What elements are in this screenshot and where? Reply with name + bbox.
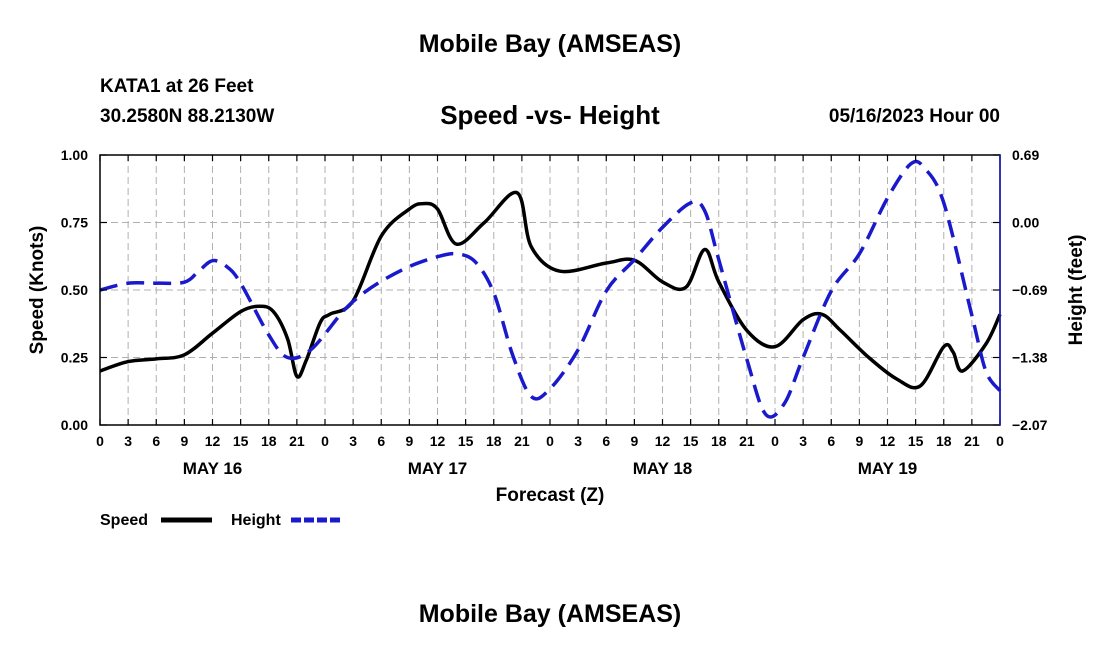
x-tick-label: 0 bbox=[996, 433, 1004, 449]
x-tick-label: 6 bbox=[602, 433, 610, 449]
x-tick-label: 9 bbox=[180, 433, 188, 449]
x-tick-label: 0 bbox=[546, 433, 554, 449]
x-tick-label: 18 bbox=[261, 433, 277, 449]
x-tick-label: 15 bbox=[908, 433, 924, 449]
y-axis-title: Speed (Knots) bbox=[27, 226, 48, 355]
x-tick-label: 15 bbox=[683, 433, 699, 449]
x-tick-label: 12 bbox=[205, 433, 221, 449]
forecast-datetime: 05/16/2023 Hour 00 bbox=[828, 106, 1000, 127]
x-tick-label: 18 bbox=[711, 433, 727, 449]
x-tick-label: 6 bbox=[152, 433, 160, 449]
chart-subtitle: Speed -vs- Height bbox=[440, 100, 660, 130]
y2-tick-label: −0.69 bbox=[1012, 282, 1048, 298]
x-tick-label: 6 bbox=[827, 433, 835, 449]
x-tick-label: 18 bbox=[486, 433, 502, 449]
chart-title: Mobile Bay (AMSEAS) bbox=[418, 30, 682, 58]
y2-tick-label: 0.00 bbox=[1012, 215, 1039, 231]
x-axis-title: Forecast (Z) bbox=[496, 485, 605, 506]
y2-tick-label: −1.38 bbox=[1012, 350, 1048, 366]
y-tick-label: 0.50 bbox=[61, 282, 88, 298]
legend-label-speed: Speed bbox=[100, 512, 148, 529]
x-tick-label: 12 bbox=[430, 433, 446, 449]
legend-label-height: Height bbox=[231, 512, 281, 529]
y-tick-label: 0.00 bbox=[61, 417, 88, 433]
legend: Speed Height bbox=[100, 512, 343, 529]
x-tick-label: 15 bbox=[233, 433, 249, 449]
day-label: MAY 16 bbox=[183, 459, 243, 478]
y-tick-label: 0.75 bbox=[61, 215, 88, 231]
series-layer bbox=[99, 159, 1002, 419]
x-tick-label: 15 bbox=[458, 433, 474, 449]
grid bbox=[100, 155, 1000, 425]
labels: 0 3 6 9 12 15 18 21 0 3 6 9 12 15 18 21 0 3 6 9 12 15 18 21 0 3 6 9… bbox=[27, 147, 1087, 506]
x-tick-label: 3 bbox=[124, 433, 132, 449]
day-label: MAY 19 bbox=[858, 459, 918, 478]
x-tick-label: 12 bbox=[880, 433, 896, 449]
x-tick-label: 18 bbox=[936, 433, 952, 449]
x-tick-label: 12 bbox=[655, 433, 671, 449]
x-tick-label: 9 bbox=[855, 433, 863, 449]
axes bbox=[99, 154, 1001, 426]
y2-axis-title: Height (feet) bbox=[1066, 235, 1087, 346]
station-coordinates: 30.2580N 88.2130W bbox=[100, 106, 275, 127]
x-tick-label: 21 bbox=[964, 433, 980, 449]
x-tick-label: 3 bbox=[574, 433, 582, 449]
x-tick-label: 0 bbox=[321, 433, 329, 449]
x-tick-label: 9 bbox=[630, 433, 638, 449]
x-tick-label: 3 bbox=[799, 433, 807, 449]
day-label: MAY 18 bbox=[633, 459, 693, 478]
x-tick-label: 21 bbox=[739, 433, 755, 449]
x-tick-label: 9 bbox=[405, 433, 413, 449]
x-tick-label: 21 bbox=[514, 433, 530, 449]
footer-chart-title: Mobile Bay (AMSEAS) bbox=[418, 600, 682, 628]
x-tick-label: 6 bbox=[377, 433, 385, 449]
x-tick-label: 0 bbox=[771, 433, 779, 449]
y-tick-label: 1.00 bbox=[61, 147, 88, 163]
y-tick-label: 0.25 bbox=[61, 350, 88, 366]
x-tick-label: 0 bbox=[96, 433, 104, 449]
x-tick-label: 21 bbox=[289, 433, 305, 449]
x-tick-label: 3 bbox=[349, 433, 357, 449]
series-speed-line bbox=[99, 190, 1002, 390]
day-label: MAY 17 bbox=[408, 459, 468, 478]
y2-tick-label: 0.69 bbox=[1012, 147, 1039, 163]
station-label: KATA1 at 26 Feet bbox=[100, 76, 254, 97]
y2-tick-label: −2.07 bbox=[1012, 417, 1048, 433]
